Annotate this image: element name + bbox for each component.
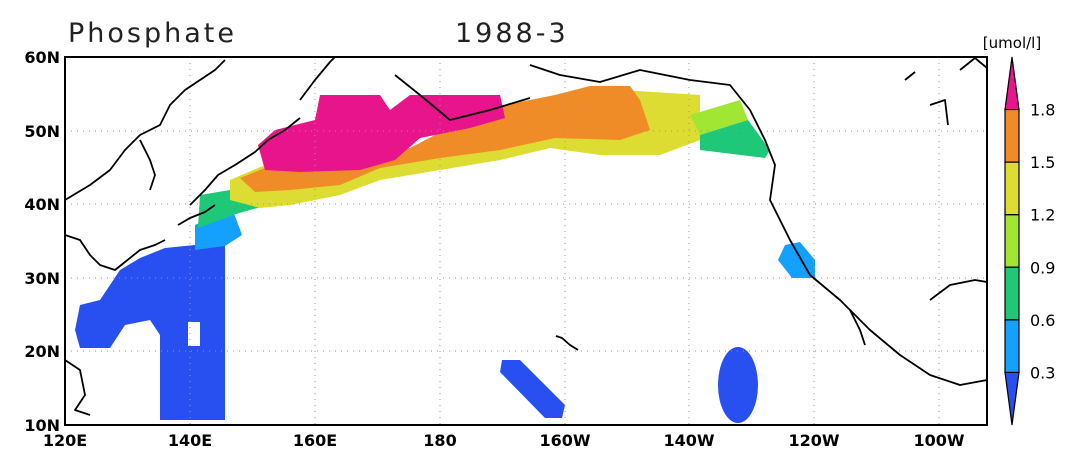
unit: [umol/l] <box>983 34 1041 52</box>
colorbar-swatch <box>1004 108 1020 163</box>
lat-label: 40N <box>24 195 60 214</box>
field-blue-strip <box>500 360 565 418</box>
colorbar-swatch <box>1004 319 1020 374</box>
lon-label: 140W <box>663 431 714 450</box>
field-green <box>690 100 748 135</box>
colorbar-label: 0.3 <box>1030 363 1055 382</box>
colorbar-label: 1.8 <box>1030 101 1055 120</box>
lon-label: 160E <box>293 431 337 450</box>
lon-label: 160W <box>539 431 590 450</box>
lon-label: 120W <box>788 431 839 450</box>
colorbar-swatch <box>1004 266 1020 321</box>
grid <box>65 57 987 425</box>
colorbar-label: 1.2 <box>1030 206 1055 225</box>
lon-label: 180 <box>423 431 456 450</box>
colorbar-swatch <box>1004 214 1020 268</box>
map-frame <box>64 56 988 426</box>
lat-labels: 60N 50N 40N 30N 20N 10N <box>24 48 60 435</box>
lat-label: 50N <box>24 122 60 141</box>
colorbar-label: 0.6 <box>1030 311 1055 330</box>
lon-labels: 120E 140E 160E 180 160W 140W 120W 100W <box>43 431 965 450</box>
period: 1988-3 <box>455 18 569 49</box>
colorbar-label: 1.5 <box>1030 153 1055 172</box>
colorbar-label: 0.9 <box>1030 258 1055 277</box>
lon-label: 120E <box>43 431 87 450</box>
lat-label: 30N <box>24 269 60 288</box>
field-teal-east <box>700 120 770 158</box>
lat-label: 20N <box>24 342 60 361</box>
field-blue-patch <box>718 347 758 423</box>
colorbar-swatch <box>1004 161 1020 216</box>
field-gap <box>188 322 200 346</box>
colorbar-swatch <box>1004 56 1020 111</box>
title: Phosphate <box>68 18 237 49</box>
field <box>75 86 815 423</box>
coastlines <box>64 56 988 416</box>
lon-label: 140E <box>168 431 212 450</box>
lat-label: 60N <box>24 48 60 67</box>
field-blue <box>75 245 225 420</box>
colorbar: 1.8 1.5 1.2 0.9 0.6 0.3 <box>1004 56 1055 426</box>
lat-label: 10N <box>24 416 60 435</box>
lon-label: 100W <box>913 431 964 450</box>
field-lightblue <box>195 208 242 250</box>
colorbar-swatch <box>1004 371 1020 426</box>
